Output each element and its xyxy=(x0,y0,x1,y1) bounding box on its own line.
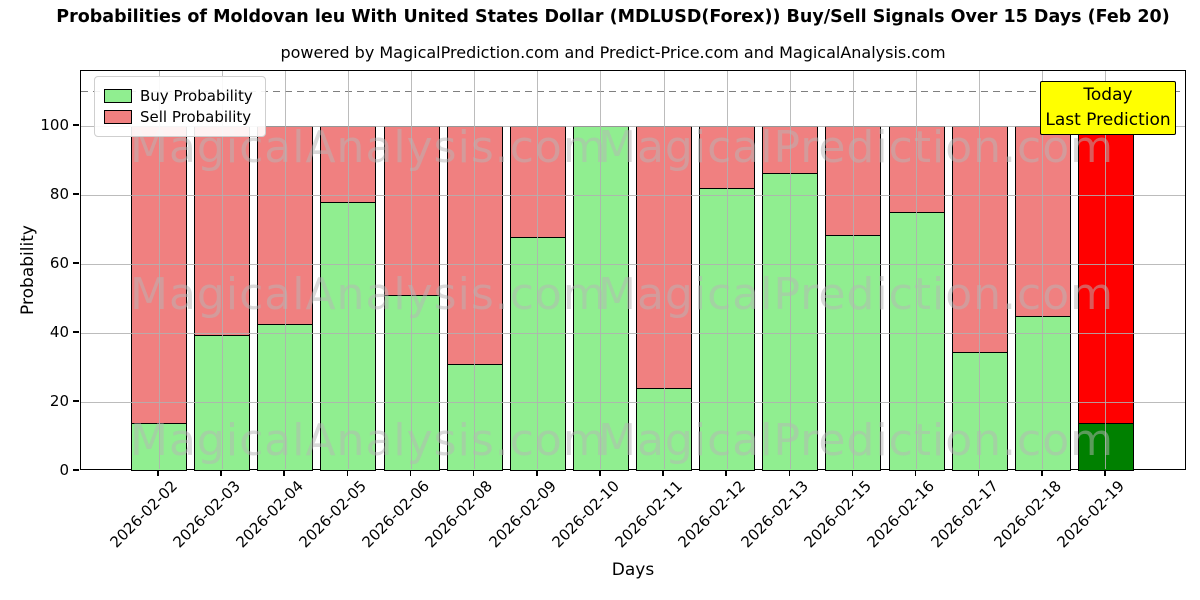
h-gridline xyxy=(81,401,1185,403)
x-tick-mark xyxy=(851,470,854,476)
y-tick-label: 0 xyxy=(59,461,69,479)
h-gridline xyxy=(81,332,1185,334)
x-tick-label: 2026-02-11 xyxy=(611,477,686,552)
x-tick-label: 2026-02-05 xyxy=(295,477,371,552)
v-gridline xyxy=(600,71,602,469)
today-annotation-box: Today Last Prediction xyxy=(1040,81,1176,135)
x-tick-label: 2026-02-02 xyxy=(106,477,181,552)
y-tick-mark xyxy=(73,331,79,333)
x-tick-label: 2026-02-08 xyxy=(422,477,497,552)
x-tick-label: 2026-02-06 xyxy=(358,477,434,552)
x-tick-mark xyxy=(535,470,538,476)
y-tick-mark xyxy=(73,400,79,402)
v-gridline xyxy=(663,71,665,469)
legend-entry-buy: Buy Probability xyxy=(104,87,253,105)
v-gridline xyxy=(1105,71,1107,469)
x-tick-label: 2026-02-09 xyxy=(485,477,560,552)
y-tick-mark xyxy=(73,262,79,264)
v-gridline xyxy=(726,71,728,469)
x-tick-mark xyxy=(472,470,475,476)
x-tick-mark xyxy=(725,470,727,476)
x-tick-label: 2026-02-19 xyxy=(1053,477,1128,552)
y-tick-label: 60 xyxy=(49,254,69,273)
sell-color-swatch xyxy=(104,110,132,124)
y-tick-label: 100 xyxy=(40,116,69,135)
legend-entry-sell: Sell Probability xyxy=(104,108,253,126)
x-tick-mark xyxy=(788,470,791,476)
chart-subtitle: powered by MagicalPrediction.com and Pre… xyxy=(280,43,946,62)
watermark-text: MagicalPrediction.com xyxy=(598,269,1114,320)
x-tick-mark xyxy=(346,470,349,476)
v-gridline xyxy=(284,71,286,469)
v-gridline xyxy=(979,71,981,469)
v-gridline xyxy=(537,71,539,469)
annotation-line-1: Today xyxy=(1083,85,1133,105)
x-tick-mark xyxy=(220,470,222,476)
x-tick-mark xyxy=(1041,470,1043,476)
x-tick-mark xyxy=(157,470,159,476)
x-tick-label: 2026-02-15 xyxy=(800,477,876,552)
y-tick-mark xyxy=(73,193,79,195)
h-gridline xyxy=(81,263,1185,265)
v-gridline xyxy=(852,71,854,469)
y-tick-mark xyxy=(73,469,79,471)
annotation-line-2: Last Prediction xyxy=(1045,110,1171,130)
h-gridline xyxy=(81,125,1185,127)
x-tick-mark xyxy=(599,470,601,476)
x-tick-mark xyxy=(283,470,286,476)
v-gridline xyxy=(221,71,223,469)
x-tick-label: 2026-02-12 xyxy=(674,477,749,552)
watermark-text: MagicalAnalysis.com xyxy=(130,269,607,320)
legend: Buy Probability Sell Probability xyxy=(94,76,266,137)
v-gridline xyxy=(916,71,918,469)
plot-area: Buy Probability Sell Probability Today L… xyxy=(80,70,1186,471)
watermark-text: MagicalPrediction.com xyxy=(598,122,1114,173)
dashed-threshold-line xyxy=(81,90,1185,93)
legend-sell-label: Sell Probability xyxy=(140,108,252,126)
x-tick-label: 2026-02-03 xyxy=(169,477,244,552)
v-gridline xyxy=(474,71,476,469)
watermark-text: MagicalAnalysis.com xyxy=(130,415,607,466)
x-axis-title: Days xyxy=(611,560,655,580)
x-tick-label: 2026-02-16 xyxy=(863,477,939,552)
h-gridline xyxy=(81,194,1185,196)
y-tick-label: 20 xyxy=(49,392,69,411)
x-tick-label: 2026-02-17 xyxy=(927,477,1002,552)
x-tick-label: 2026-02-10 xyxy=(548,477,623,552)
legend-buy-label: Buy Probability xyxy=(140,87,253,105)
v-gridline xyxy=(1042,71,1044,469)
x-tick-mark xyxy=(1104,470,1106,476)
watermark-text: MagicalPrediction.com xyxy=(598,415,1114,466)
buy-color-swatch xyxy=(104,89,132,103)
x-tick-label: 2026-02-13 xyxy=(737,477,813,552)
v-gridline xyxy=(789,71,791,469)
v-gridline xyxy=(347,71,349,469)
y-tick-label: 80 xyxy=(49,185,69,204)
x-tick-mark xyxy=(977,470,980,476)
y-tick-label: 40 xyxy=(49,323,69,342)
x-tick-mark xyxy=(662,470,664,476)
chart-title: Probabilities of Moldovan leu With Unite… xyxy=(56,7,1170,27)
x-tick-label: 2026-02-04 xyxy=(232,477,307,552)
v-gridline xyxy=(411,71,413,469)
y-tick-mark xyxy=(73,124,79,126)
x-tick-mark xyxy=(409,470,412,476)
v-gridline xyxy=(158,71,160,469)
x-tick-mark xyxy=(914,470,917,476)
